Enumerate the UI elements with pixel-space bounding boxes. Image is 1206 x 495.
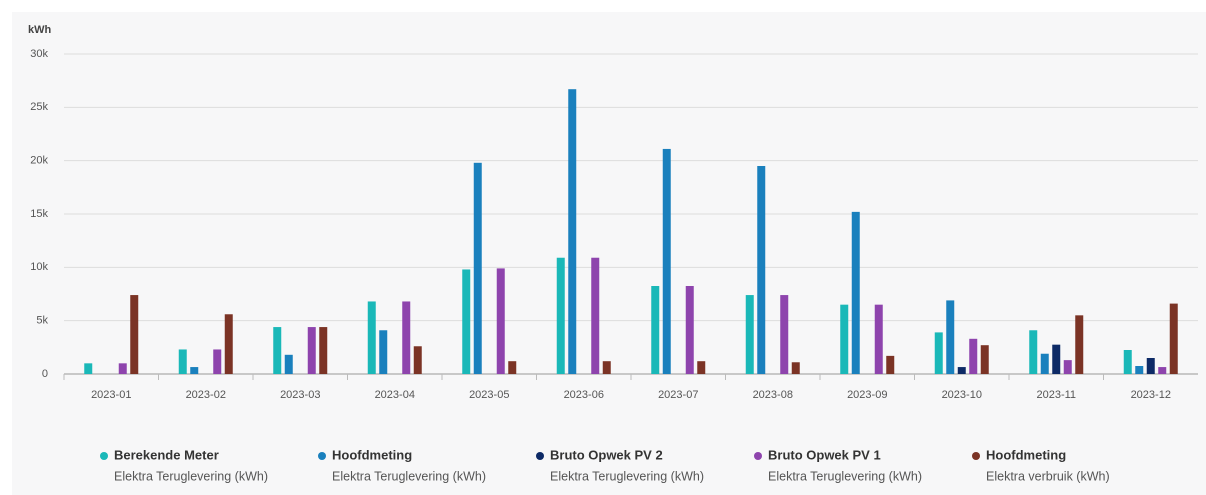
x-tick-label: 2023-10 [942,389,982,401]
y-tick-label: 0 [42,368,48,380]
bar [84,363,93,374]
bar [130,295,139,374]
bar [402,301,411,374]
bar [307,327,316,374]
bar [1063,360,1072,374]
bar [1146,358,1155,374]
bar [757,166,766,374]
legend-marker [754,452,762,460]
legend-description: Elektra Teruglevering (kWh) [768,469,922,483]
bar [496,268,505,374]
bar [473,162,482,374]
y-tick-label: 25k [30,101,48,113]
bar [178,349,187,374]
bar [957,367,966,374]
bar [1123,350,1132,374]
bar [118,363,127,374]
bar [1075,315,1084,374]
bar [745,295,754,374]
legend-name: Berekende Meter [114,447,219,462]
x-tick-label: 2023-11 [1036,389,1076,401]
legend-name: Hoofdmeting [332,447,412,462]
bar [413,346,422,374]
legend-name: Hoofdmeting [986,447,1066,462]
chart-panel [12,12,1206,495]
bar [662,148,671,374]
x-tick-label: 2023-09 [847,389,887,401]
bar [780,295,789,374]
bar [367,301,376,374]
y-tick-label: 20k [30,155,48,167]
bar [591,257,600,374]
bar [224,314,233,374]
y-tick-label: 10k [30,261,48,273]
legend-marker [318,452,326,460]
bar [568,89,577,374]
legend-description: Elektra Teruglevering (kWh) [550,469,704,483]
legend-description: Elektra Teruglevering (kWh) [114,469,268,483]
x-tick-label: 2023-05 [469,389,509,401]
x-tick-label: 2023-04 [375,389,415,401]
bar [273,327,282,374]
bar [946,300,955,374]
legend-description: Elektra verbruik (kWh) [986,469,1110,483]
x-tick-label: 2023-08 [753,389,793,401]
bar [1158,367,1167,374]
bar [1040,353,1049,374]
legend-marker [536,452,544,460]
legend-marker [972,452,980,460]
x-tick-label: 2023-03 [280,389,320,401]
bar [190,367,199,374]
bar [1052,344,1061,374]
bar [508,361,517,374]
x-tick-label: 2023-06 [564,389,604,401]
bar [1029,330,1038,374]
legend-name: Bruto Opwek PV 1 [768,447,881,462]
bar [874,304,883,374]
x-tick-label: 2023-02 [186,389,226,401]
y-tick-label: 5k [36,315,48,327]
bar [934,332,943,374]
bar [969,338,978,374]
legend-marker [100,452,108,460]
bar [602,361,611,374]
x-tick-label: 2023-12 [1131,389,1171,401]
bar [213,349,222,374]
bar [651,286,660,374]
bar [791,362,800,374]
bar [697,361,706,374]
y-tick-label: 15k [30,208,48,220]
bar [319,327,328,374]
bar [851,211,860,374]
legend-name: Bruto Opwek PV 2 [550,447,663,462]
bar [685,286,694,374]
bar [886,355,895,374]
bar [1135,366,1144,374]
bar [379,330,388,374]
bar [284,354,293,374]
x-tick-label: 2023-07 [658,389,698,401]
y-axis-label: kWh [28,24,52,36]
x-tick-label: 2023-01 [91,389,131,401]
bar [980,345,989,374]
legend-description: Elektra Teruglevering (kWh) [332,469,486,483]
bar [840,304,849,374]
y-tick-label: 30k [30,48,48,60]
bar [462,269,471,374]
bar [1169,303,1178,374]
bar [556,257,565,374]
